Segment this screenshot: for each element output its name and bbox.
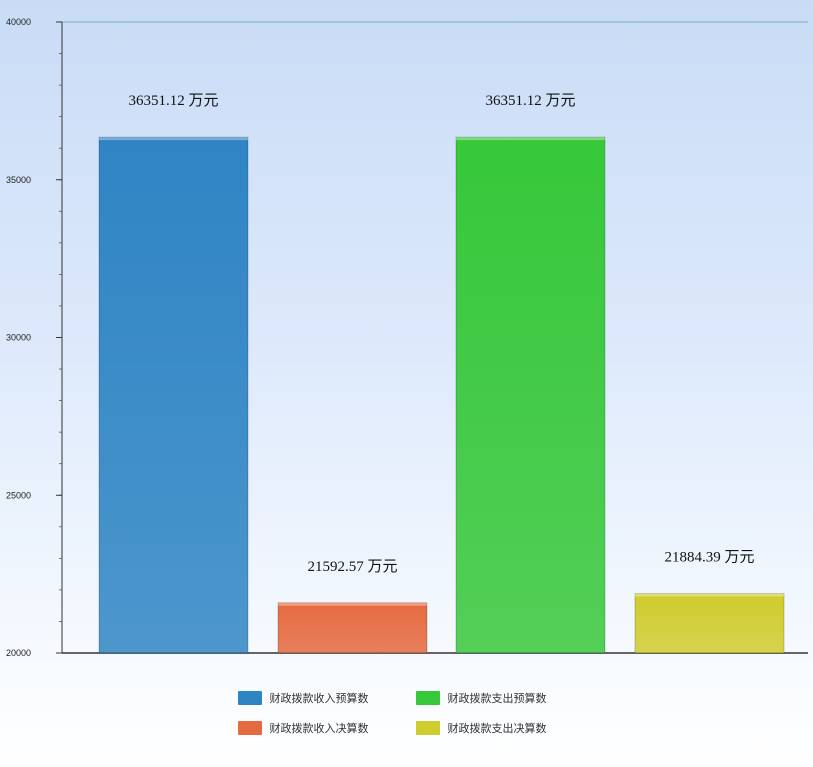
legend-item: 财政拨款收入决算数	[237, 720, 398, 736]
legend-label: 财政拨款收入决算数	[269, 722, 369, 735]
y-tick-label: 30000	[6, 333, 31, 343]
legend-row-2: 财政拨款收入决算数 财政拨款支出决算数	[0, 720, 813, 736]
legend-swatch	[415, 721, 440, 735]
bar-highlight	[456, 137, 605, 141]
data-label: 21884.39 万元	[664, 550, 754, 566]
y-tick-label: 35000	[6, 175, 31, 185]
bar-chart: 20000 25000 30000 35000 40000 36351.12 万元 215…	[6, 17, 808, 658]
legend: 财政拨款收入预算数 财政拨款支出预算数 财政拨款收入决算数 财政拨款支出决算数	[0, 690, 813, 750]
bar-highlight	[278, 602, 427, 606]
bars	[98, 136, 785, 654]
bar-highlight	[99, 137, 248, 141]
legend-item: 财政拨款支出决算数	[415, 720, 576, 736]
legend-row-1: 财政拨款收入预算数 财政拨款支出预算数	[0, 690, 813, 706]
bar-highlight	[635, 593, 784, 597]
data-labels: 36351.12 万元 21592.57 万元 36351.12 万元 21884.3…	[128, 93, 754, 575]
legend-label: 财政拨款支出决算数	[447, 722, 547, 735]
y-tick-label: 25000	[6, 490, 31, 500]
legend-item: 财政拨款支出预算数	[415, 690, 576, 706]
y-tick-label: 40000	[6, 17, 31, 27]
legend-label: 财政拨款收入预算数	[269, 692, 369, 705]
legend-swatch	[237, 691, 262, 705]
legend-swatch	[415, 691, 440, 705]
legend-swatch	[237, 721, 262, 735]
y-tick-label: 20000	[6, 648, 31, 658]
legend-item: 财政拨款收入预算数	[237, 690, 398, 706]
bar	[455, 136, 606, 654]
bar	[277, 602, 428, 654]
data-label: 36351.12 万元	[128, 93, 218, 109]
bar	[634, 593, 785, 654]
bar	[98, 136, 249, 654]
data-label: 21592.57 万元	[307, 559, 397, 575]
data-label: 36351.12 万元	[485, 93, 575, 109]
legend-label: 财政拨款支出预算数	[447, 692, 547, 705]
